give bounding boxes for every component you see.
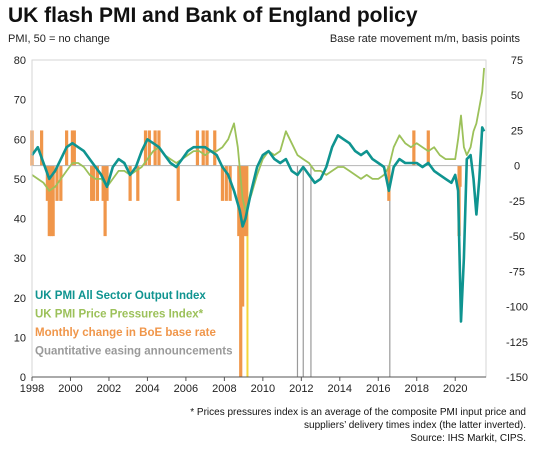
legend-price-pressures: UK PMI Price Pressures Index*: [35, 309, 204, 321]
left-axis-tick-label: 0: [20, 372, 26, 384]
x-axis-tick-label: 2016: [366, 383, 390, 395]
left-axis-tick-label: 60: [14, 134, 26, 146]
boe-rate-bar: [224, 165, 228, 201]
right-axis-tick-label: 50: [511, 90, 523, 102]
left-axis-tick-label: 20: [14, 293, 26, 305]
boe-rate-bar: [213, 130, 217, 166]
boe-rate-bar: [51, 165, 55, 237]
left-axis-tick-label: 80: [14, 55, 26, 67]
right-axis-tick-label: 75: [511, 55, 523, 67]
boe-rate-bar: [72, 130, 76, 166]
boe-rate-bar: [244, 165, 249, 237]
footnote-line-2: suppliers’ delivery times index (the lat…: [304, 420, 526, 431]
right-axis-tick-label: -25: [509, 196, 525, 208]
boe-rate-bar: [47, 165, 51, 237]
left-axis-tick-label: 30: [14, 253, 26, 265]
boe-rate-bar: [103, 165, 107, 237]
boe-rate-bar: [147, 130, 151, 166]
x-axis-tick-label: 2014: [328, 383, 352, 395]
boe-rate-bar: [128, 165, 132, 201]
left-axis-tick-label: 40: [14, 214, 26, 226]
boe-rate-bar: [101, 165, 105, 201]
x-axis-tick-label: 2002: [97, 383, 121, 395]
boe-rate-bar: [241, 165, 245, 307]
legend-boe-base-rate: Monthly change in BoE base rate: [35, 327, 216, 339]
right-axis-tick-label: -150: [506, 372, 528, 384]
left-axis-tick-label: 10: [14, 332, 26, 344]
boe-rate-bar: [458, 165, 462, 187]
boe-rate-bar: [412, 130, 416, 166]
x-axis-tick-label: 2000: [58, 383, 82, 395]
boe-rate-bar: [239, 165, 243, 377]
boe-rate-bar: [95, 165, 100, 201]
boe-rate-bar: [387, 165, 391, 201]
x-axis-tick-label: 2008: [212, 383, 236, 395]
right-axis-tick-label: -125: [506, 337, 528, 349]
boe-rate-bar: [40, 130, 44, 166]
footnote-line-1: * Prices pressures index is an average o…: [190, 407, 526, 418]
x-axis-tick-label: 1998: [20, 383, 44, 395]
right-axis-tick-label: 0: [514, 161, 520, 173]
x-axis-tick-label: 2020: [443, 383, 467, 395]
boe-rate-bar: [143, 130, 148, 166]
left-axis-label: PMI, 50 = no change: [8, 33, 110, 45]
left-axis-tick-label: 50: [14, 174, 26, 186]
boe-rate-bar: [426, 130, 430, 166]
legend-qe-announcements: Quantitative easing announcements: [35, 346, 232, 358]
x-axis-tick-label: 2012: [289, 383, 313, 395]
boe-rate-bar: [45, 165, 49, 201]
price-pressures-line: [31, 67, 485, 212]
x-axis-tick-label: 2004: [135, 383, 159, 395]
output-index-line: [30, 126, 486, 323]
boe-rate-bar: [153, 130, 157, 166]
right-axis-tick-label: -75: [509, 266, 525, 278]
boe-rate-bar: [49, 165, 53, 237]
boe-rate-bar: [70, 130, 74, 166]
x-axis-tick-label: 2018: [405, 383, 429, 395]
boe-rate-bar: [176, 165, 180, 201]
boe-rate-bar: [91, 165, 96, 201]
boe-rate-bar: [220, 165, 225, 201]
right-axis-tick-label: 25: [511, 125, 523, 137]
x-axis-tick-label: 2006: [174, 383, 198, 395]
boe-rate-bar: [90, 165, 94, 201]
chart-title: UK flash PMI and Bank of England policy: [8, 4, 418, 27]
right-axis-tick-label: -50: [509, 231, 525, 243]
right-axis-label: Base rate movement m/m, basis points: [329, 33, 520, 45]
boe-rate-bar: [237, 165, 241, 237]
source-note: Source: IHS Markit, CIPS.: [410, 433, 526, 444]
x-axis-tick-label: 2010: [251, 383, 275, 395]
right-axis-tick-label: -100: [506, 302, 528, 314]
legend-output-index: UK PMI All Sector Output Index: [35, 290, 206, 302]
boe-rate-bar: [136, 165, 140, 201]
left-axis-tick-label: 70: [14, 95, 26, 107]
boe-rate-bar: [59, 165, 63, 201]
boe-rate-bar: [242, 165, 247, 237]
